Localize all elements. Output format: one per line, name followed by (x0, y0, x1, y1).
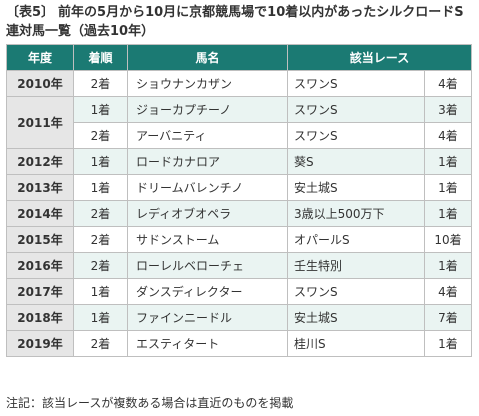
caption-tag: 〔表5〕 (6, 5, 55, 20)
race-cell: スワンS (287, 96, 425, 123)
result-cell: 1着 (424, 200, 472, 227)
horse-cell: ダンスディレクター (127, 278, 288, 305)
table-row: 2014年 2着 レディオブオペラ 3歳以上500万下 1着 (6, 200, 472, 227)
result-cell: 1着 (424, 174, 472, 201)
table-row: 2017年 1着 ダンスディレクター スワンS 4着 (6, 278, 472, 305)
position-cell: 1着 (73, 96, 128, 123)
table-row: 2019年 2着 エスティタート 桂川S 1着 (6, 330, 472, 357)
result-cell: 10着 (424, 226, 472, 253)
caption-text: 前年の5月から10月に京都競馬場で10着以内があったシルクロードS連対馬一覧（過… (6, 5, 464, 39)
race-cell: 3歳以上500万下 (287, 200, 425, 227)
year-cell: 2013年 (6, 174, 74, 201)
footnote: 注記：該当レースが複数ある場合は直近のものを掲載 (6, 396, 294, 410)
table-row: 2011年 1着 ジョーカプチーノ スワンS 3着 (6, 96, 472, 149)
position-cell: 2着 (73, 226, 128, 253)
horse-cell: サドンストーム (127, 226, 288, 253)
year-cell: 2012年 (6, 148, 74, 175)
result-cell: 3着 (424, 96, 472, 123)
race-cell: スワンS (287, 70, 425, 97)
header-year: 年度 (6, 44, 74, 71)
horse-cell: レディオブオペラ (127, 200, 288, 227)
position-cell: 2着 (73, 70, 128, 97)
table-row: 2018年 1着 ファインニードル 安土城S 7着 (6, 304, 472, 331)
horse-cell: ロードカナロア (127, 148, 288, 175)
table-row: 2013年 1着 ドリームバレンチノ 安土城S 1着 (6, 174, 472, 201)
race-cell: スワンS (287, 122, 425, 149)
year-cell: 2018年 (6, 304, 74, 331)
race-cell: 桂川S (287, 330, 425, 357)
race-cell: 安土城S (287, 174, 425, 201)
position-cell: 2着 (73, 122, 128, 149)
horse-table: 年度 着順 馬名 該当レース 2010年 2着 ショウナンカザン スワンS 4着… (6, 44, 472, 357)
horse-cell: アーバニティ (127, 122, 288, 149)
year-cell: 2011年 (6, 96, 74, 149)
result-cell: 4着 (424, 278, 472, 305)
year-cell: 2014年 (6, 200, 74, 227)
table-caption: 〔表5〕 前年の5月から10月に京都競馬場で10着以内があったシルクロードS連対馬… (6, 3, 476, 41)
result-cell: 1着 (424, 148, 472, 175)
year-cell: 2016年 (6, 252, 74, 279)
year-cell: 2019年 (6, 330, 74, 357)
horse-cell: ドリームバレンチノ (127, 174, 288, 201)
position-cell: 2着 (73, 200, 128, 227)
position-cell: 1着 (73, 148, 128, 175)
horse-cell: ローレルベローチェ (127, 252, 288, 279)
race-cell: スワンS (287, 278, 425, 305)
position-cell: 1着 (73, 174, 128, 201)
position-cell: 1着 (73, 304, 128, 331)
table-row: 2着 アーバニティ スワンS 4着 (7, 122, 472, 149)
position-cell: 1着 (73, 278, 128, 305)
year-cell: 2015年 (6, 226, 74, 253)
race-cell: 壬生特別 (287, 252, 425, 279)
result-cell: 4着 (424, 122, 472, 149)
race-cell: 葵S (287, 148, 425, 175)
table-row: 2015年 2着 サドンストーム オパールS 10着 (6, 226, 472, 253)
position-cell: 2着 (73, 330, 128, 357)
result-cell: 1着 (424, 252, 472, 279)
race-cell: 安土城S (287, 304, 425, 331)
header-race: 該当レース (287, 44, 472, 71)
result-cell: 7着 (424, 304, 472, 331)
horse-cell: エスティタート (127, 330, 288, 357)
year-cell: 2010年 (6, 70, 74, 97)
horse-cell: ショウナンカザン (127, 70, 288, 97)
header-horse: 馬名 (127, 44, 288, 71)
table-header-row: 年度 着順 馬名 該当レース (6, 44, 472, 71)
horse-cell: ジョーカプチーノ (127, 96, 288, 123)
result-cell: 1着 (424, 330, 472, 357)
table-row: 2016年 2着 ローレルベローチェ 壬生特別 1着 (6, 252, 472, 279)
table-row: 2010年 2着 ショウナンカザン スワンS 4着 (6, 70, 472, 97)
year-cell: 2017年 (6, 278, 74, 305)
horse-cell: ファインニードル (127, 304, 288, 331)
table-row: 2012年 1着 ロードカナロア 葵S 1着 (6, 148, 472, 175)
race-cell: オパールS (287, 226, 425, 253)
position-cell: 2着 (73, 252, 128, 279)
header-position: 着順 (73, 44, 128, 71)
result-cell: 4着 (424, 70, 472, 97)
